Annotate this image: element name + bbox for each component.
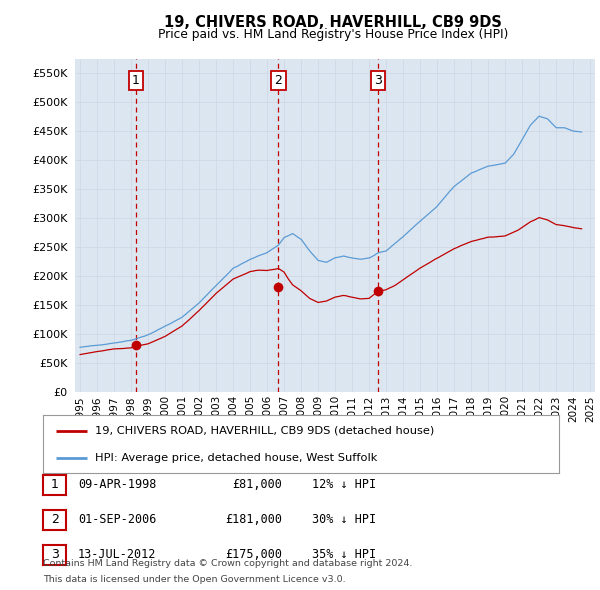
Text: 1: 1 xyxy=(132,74,140,87)
Text: 2: 2 xyxy=(275,74,283,87)
Text: £181,000: £181,000 xyxy=(225,513,282,526)
Text: 3: 3 xyxy=(50,548,59,561)
Text: 01-SEP-2006: 01-SEP-2006 xyxy=(78,513,157,526)
Text: 19, CHIVERS ROAD, HAVERHILL, CB9 9DS: 19, CHIVERS ROAD, HAVERHILL, CB9 9DS xyxy=(164,15,502,30)
Text: 09-APR-1998: 09-APR-1998 xyxy=(78,478,157,491)
Text: £81,000: £81,000 xyxy=(232,478,282,491)
Text: 2: 2 xyxy=(50,513,59,526)
Text: 35% ↓ HPI: 35% ↓ HPI xyxy=(312,548,376,561)
Text: 30% ↓ HPI: 30% ↓ HPI xyxy=(312,513,376,526)
Text: 19, CHIVERS ROAD, HAVERHILL, CB9 9DS (detached house): 19, CHIVERS ROAD, HAVERHILL, CB9 9DS (de… xyxy=(95,426,434,436)
Text: 13-JUL-2012: 13-JUL-2012 xyxy=(78,548,157,561)
Text: 1: 1 xyxy=(50,478,59,491)
Text: £175,000: £175,000 xyxy=(225,548,282,561)
Text: Contains HM Land Registry data © Crown copyright and database right 2024.: Contains HM Land Registry data © Crown c… xyxy=(43,559,413,568)
Text: This data is licensed under the Open Government Licence v3.0.: This data is licensed under the Open Gov… xyxy=(43,575,346,584)
Text: Price paid vs. HM Land Registry's House Price Index (HPI): Price paid vs. HM Land Registry's House … xyxy=(158,28,508,41)
Text: 12% ↓ HPI: 12% ↓ HPI xyxy=(312,478,376,491)
Text: 3: 3 xyxy=(374,74,382,87)
Text: HPI: Average price, detached house, West Suffolk: HPI: Average price, detached house, West… xyxy=(95,453,377,463)
